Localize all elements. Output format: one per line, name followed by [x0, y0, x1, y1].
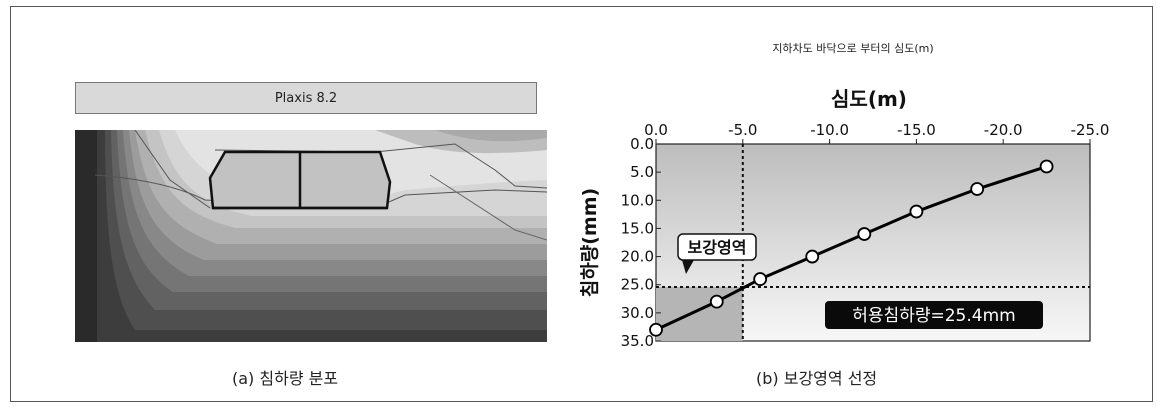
data-point: [909, 204, 924, 219]
software-label-box: Plaxis 8.2: [75, 82, 537, 114]
x-tick-label: -5.0: [728, 121, 757, 139]
software-label: Plaxis 8.2: [274, 90, 338, 106]
y-tick-label: 30.0: [621, 304, 654, 322]
y-tick-label: 20.0: [621, 248, 654, 266]
x-tick-label: -10.0: [810, 121, 849, 139]
reinforcement-callout-pointer: [682, 260, 694, 274]
data-point: [805, 249, 820, 264]
data-point: [857, 227, 872, 241]
y-tick-label: 35.0: [621, 332, 654, 350]
y-tick-label: 0.0: [630, 135, 654, 153]
right-caption: (b) 보강영역 선정: [756, 369, 878, 388]
chart-top-title: 지하차도 바닥으로 부터의 심도(m): [772, 41, 933, 55]
y-tick-label: 5.0: [630, 163, 654, 181]
y-tick-label: 10.0: [621, 191, 654, 209]
data-point: [649, 322, 663, 337]
x-tick-label: -15.0: [897, 121, 936, 139]
data-point: [1039, 159, 1054, 174]
allowable-settlement-box: [825, 301, 1043, 329]
x-tick-label: 0.0: [644, 121, 668, 139]
data-point: [970, 182, 985, 196]
y-tick-label: 25.0: [621, 276, 654, 294]
x-axis-label: 심도(m): [831, 87, 907, 111]
settlement-line: [655, 165, 1048, 332]
y-tick-label: 15.0: [621, 219, 654, 237]
data-point: [753, 272, 768, 286]
x-tick-label: -20.0: [984, 121, 1023, 139]
data-point: [709, 294, 724, 309]
reinforcement-zone-label: 보강영역: [688, 238, 747, 257]
reinforcement-callout-box: [677, 233, 757, 261]
left-caption: (a) 침하량 분포: [232, 369, 339, 388]
x-tick-label: -25.0: [1071, 121, 1110, 139]
y-axis-label: 침하량(mm): [580, 188, 601, 297]
settlement-contour-image: [75, 130, 547, 342]
allowable-settlement-label: 허용침하량=25.4mm: [852, 306, 1015, 326]
settlement-chart: 지하차도 바닥으로 부터의 심도(m) 심도(m) 0.0 -5.0 -10.0 -15.…: [580, 41, 1110, 350]
